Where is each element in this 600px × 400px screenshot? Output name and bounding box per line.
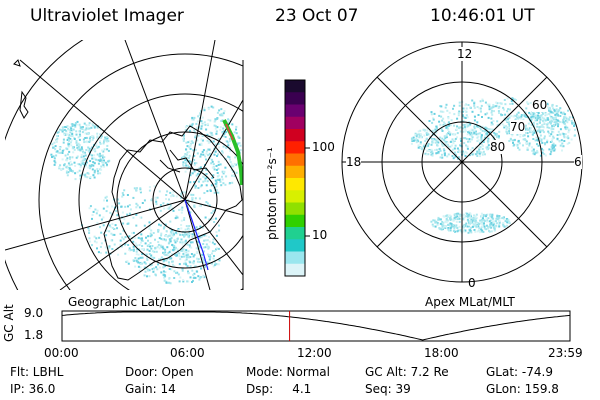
colorbar-swatch xyxy=(285,92,305,105)
coastline xyxy=(103,125,243,281)
status-ip: IP: 36.0 xyxy=(10,382,56,396)
status-door: Door: Open xyxy=(125,365,194,379)
altitude-tick-high: 9.0 xyxy=(24,306,44,320)
colorbar-swatch xyxy=(285,165,305,179)
colorbar-swatch xyxy=(285,80,305,93)
observation-time: 10:46:01 UT xyxy=(430,6,535,26)
status-dsp: Dsp: 4.1 xyxy=(246,382,312,396)
colorbar-units-label: photon cm⁻²s⁻¹ xyxy=(265,147,279,240)
colorbar-swatch xyxy=(285,227,305,240)
status-filter: Flt: LBHL xyxy=(10,365,64,379)
instrument-title: Ultraviolet Imager xyxy=(30,6,184,26)
observation-date: 23 Oct 07 xyxy=(275,6,359,26)
mlt-label-midnight: 0 xyxy=(468,276,476,290)
geographic-map xyxy=(5,40,243,290)
colorbar-tick-10: 10 xyxy=(312,228,328,242)
longitude-grid xyxy=(5,40,243,290)
mlt-label-dawn: 6 xyxy=(574,155,582,169)
mlat-label-80: 80 xyxy=(490,140,506,154)
colorbar-swatch xyxy=(285,202,305,216)
time-tick-1800: 18:00 xyxy=(424,346,459,360)
mlat-label-60: 60 xyxy=(532,98,548,112)
status-glat: GLat: -74.9 xyxy=(486,365,553,379)
right-aurora-intensity xyxy=(410,97,576,234)
magnetic-polar-plot xyxy=(341,41,583,283)
left-aurora-intensity xyxy=(50,105,242,285)
colorbar-swatch xyxy=(285,129,305,142)
altitude-tick-low: 1.8 xyxy=(24,328,44,342)
time-tick-0600: 06:00 xyxy=(170,346,205,360)
altitude-axis-label: GC Alt xyxy=(2,304,16,342)
color-bar xyxy=(284,79,310,277)
time-tick-0000: 00:00 xyxy=(44,346,79,360)
colorbar-swatch xyxy=(285,214,305,228)
colorbar-tick-100: 100 xyxy=(312,140,335,154)
status-seq: Seq: 39 xyxy=(365,382,411,396)
colorbar-swatch xyxy=(285,251,305,265)
colorbar-swatch xyxy=(285,116,305,130)
status-gc-alt: GC Alt: 7.2 Re xyxy=(365,365,449,379)
altitude-plot xyxy=(61,310,571,342)
colorbar-swatch xyxy=(285,178,305,191)
colorbar-swatch xyxy=(285,104,305,118)
left-panel-caption: Geographic Lat/Lon xyxy=(68,295,186,309)
colorbar-swatch xyxy=(285,263,305,277)
colorbar-swatch xyxy=(285,153,305,167)
mlat-label-70: 70 xyxy=(510,120,526,134)
colorbar-swatch xyxy=(285,239,305,252)
mlt-label-dusk: 18 xyxy=(346,155,362,169)
altitude-curve xyxy=(61,311,571,341)
time-tick-2359: 23:59 xyxy=(548,346,583,360)
colorbar-swatch xyxy=(285,190,305,203)
right-panel-caption: Apex MLat/MLT xyxy=(425,295,515,309)
status-mode: Mode: Normal xyxy=(246,365,330,379)
status-gain: Gain: 14 xyxy=(125,382,176,396)
time-tick-1200: 12:00 xyxy=(297,346,332,360)
colorbar-swatch xyxy=(285,141,305,154)
status-glon: GLon: 159.8 xyxy=(486,382,559,396)
mlt-label-noon: 12 xyxy=(457,47,473,61)
